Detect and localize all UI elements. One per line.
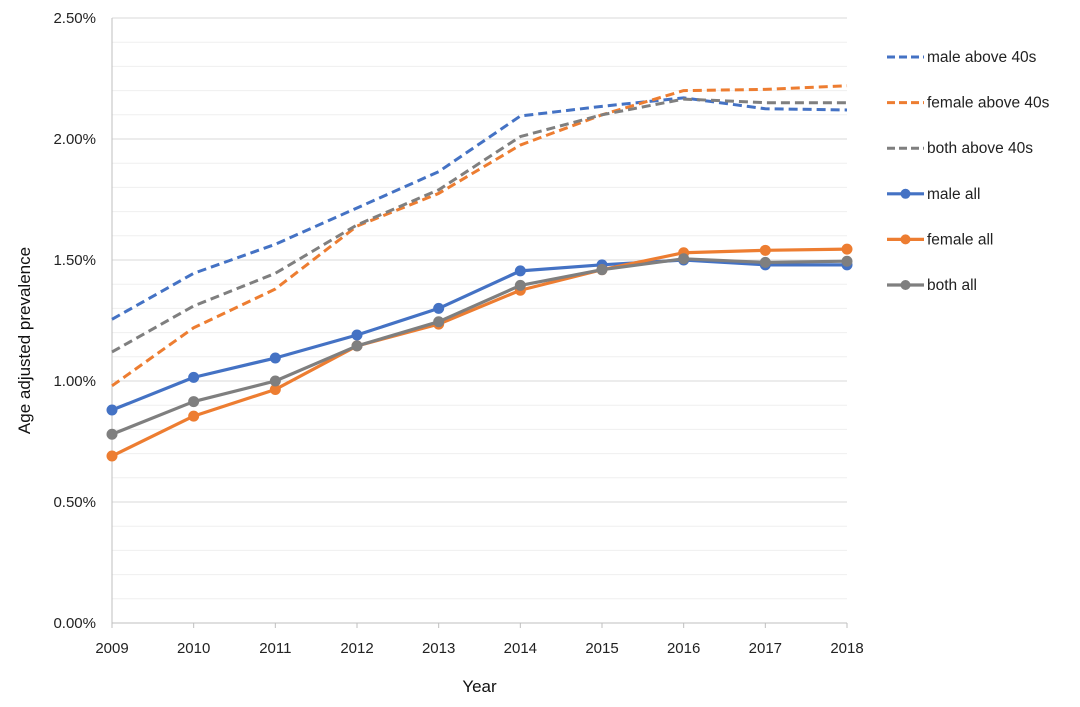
series-line <box>111 96 848 321</box>
data-point <box>678 253 690 265</box>
axes: 0.00% 0.50% 1.00% 1.50% 2.00% 2.50% 2009 2010 20… <box>53 10 863 657</box>
data-point <box>351 340 363 352</box>
legend-label: both all <box>927 277 977 294</box>
legend-item: both all <box>887 277 977 294</box>
data-point <box>106 428 118 440</box>
data-point <box>433 316 445 328</box>
y-tick-label: 2.00% <box>53 131 96 148</box>
x-tick-label: 2011 <box>259 640 291 657</box>
data-point <box>514 265 526 277</box>
data-point <box>269 352 281 364</box>
x-tick-label: 2010 <box>177 640 210 657</box>
x-tick-label: 2012 <box>340 640 373 657</box>
data-point <box>841 243 853 255</box>
x-tick-label: 2015 <box>585 640 618 657</box>
data-point <box>351 329 363 341</box>
x-tick-label: 2018 <box>830 640 863 657</box>
data-point <box>106 404 118 416</box>
legend-marker <box>900 234 911 245</box>
data-point <box>188 410 200 422</box>
legend-item: female all <box>887 231 993 248</box>
legend-marker <box>900 188 911 199</box>
data-point <box>759 256 771 268</box>
y-tick-label: 0.50% <box>53 494 96 511</box>
legend-item: male above 40s <box>887 49 1037 66</box>
x-axis-title: Year <box>462 677 497 696</box>
series-line <box>111 258 847 412</box>
legend-item: female above 40s <box>887 95 1050 112</box>
x-tick-label: 2009 <box>95 640 128 657</box>
x-tick-label: 2013 <box>422 640 455 657</box>
x-tick-label: 2016 <box>667 640 700 657</box>
y-axis-title: Age adjusted prevalence <box>15 247 34 434</box>
series-line <box>111 84 848 388</box>
y-tick-label: 2.50% <box>53 10 96 27</box>
legend-label: female above 40s <box>927 95 1050 112</box>
data-point <box>514 279 526 291</box>
series-lines <box>106 84 853 462</box>
data-point <box>269 375 281 387</box>
data-point <box>841 255 853 267</box>
legend-marker <box>900 280 911 290</box>
y-tick-label: 1.00% <box>53 373 96 390</box>
legend-label: male all <box>927 186 980 203</box>
series-line <box>111 257 848 436</box>
data-point <box>188 371 200 383</box>
legend-item: male all <box>887 186 980 203</box>
x-tick-label: 2017 <box>749 640 782 657</box>
legend-label: male above 40s <box>927 49 1037 66</box>
data-point <box>188 396 200 408</box>
data-point <box>759 244 771 256</box>
series-line <box>111 247 848 458</box>
data-point <box>106 450 118 462</box>
legend-item: both above 40s <box>887 140 1033 157</box>
y-tick-label: 1.50% <box>53 252 96 269</box>
data-point <box>596 264 608 276</box>
legend: male above 40s female above 40s both above… <box>887 49 1050 294</box>
x-tick-label: 2014 <box>504 640 537 657</box>
legend-label: both above 40s <box>927 140 1033 157</box>
legend-label: female all <box>927 231 993 248</box>
series-line <box>111 97 847 354</box>
data-point <box>433 302 445 314</box>
y-tick-label: 0.00% <box>53 615 96 632</box>
